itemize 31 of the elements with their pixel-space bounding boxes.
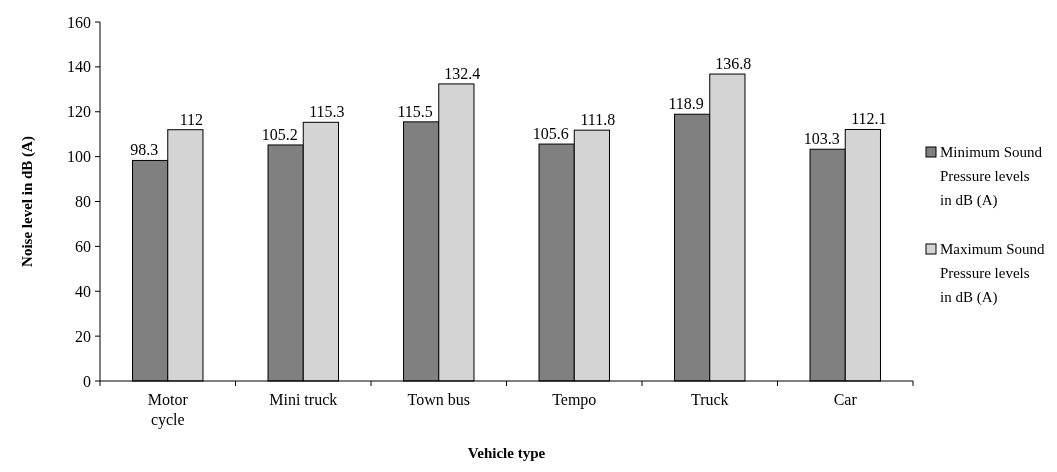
data-label: 118.9 (668, 95, 704, 113)
data-label: 136.8 (715, 55, 752, 73)
x-tick-label: Tempo (552, 391, 597, 409)
data-label: 111.8 (580, 111, 616, 129)
data-label: 112 (179, 110, 204, 128)
y-tick-label: 100 (67, 148, 91, 166)
y-tick-label: 80 (75, 193, 91, 211)
data-label: 105.2 (261, 125, 298, 143)
data-label: 103.3 (803, 130, 840, 148)
x-tick-label: Mini truck (269, 391, 338, 408)
x-tick-label: Car (833, 391, 858, 408)
data-label: 132.4 (444, 64, 481, 82)
x-tick-label: Truck (690, 391, 729, 408)
legend-label: Maximum Sound Pressure levels in dB (A) (940, 241, 1046, 306)
y-tick-label: 60 (75, 237, 91, 255)
x-tick-label: Motor cycle (147, 391, 189, 429)
data-label: 98.3 (130, 141, 159, 159)
y-tick-label: 140 (67, 58, 91, 76)
data-label: 115.3 (309, 103, 345, 121)
y-tick-label: 0 (83, 372, 91, 390)
legend-label: Minimum Sound Pressure levels in dB (A) (940, 144, 1043, 209)
x-tick-label: Town bus (407, 391, 470, 408)
y-axis-title: Noise level in dB (A) (19, 136, 36, 267)
x-axis-title: Vehicle type (467, 445, 546, 461)
y-tick-label: 20 (75, 327, 91, 345)
y-tick-label: 160 (67, 13, 91, 31)
data-label: 115.5 (397, 102, 433, 120)
y-tick-label: 40 (75, 282, 91, 300)
data-label: 112.1 (851, 110, 887, 128)
y-tick-label: 120 (67, 103, 91, 121)
data-label: 105.6 (532, 125, 569, 143)
